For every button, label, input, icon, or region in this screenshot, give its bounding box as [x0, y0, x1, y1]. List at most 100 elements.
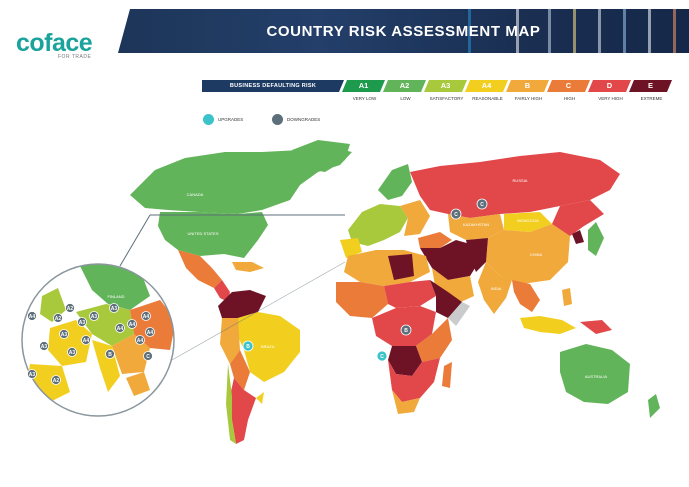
- region-central-america: [214, 280, 230, 302]
- legend-heading: BUSINESS DEFAULTING RISK: [202, 80, 344, 92]
- legend-label: SATISFACTORY: [429, 96, 464, 101]
- upgrade-dot-icon: [203, 113, 214, 125]
- inset-rating-marker: A3: [27, 369, 37, 379]
- inset-rating-marker: A3: [59, 329, 69, 339]
- svg-text:A4: A4: [117, 326, 124, 332]
- label-russia: RUSSIA: [513, 178, 528, 183]
- region-india: [478, 262, 512, 314]
- svg-text:A3: A3: [91, 314, 98, 320]
- inset-rating-marker: A3: [77, 317, 87, 327]
- region-iran-afghanistan: [466, 238, 488, 272]
- inset-rating-marker: B: [105, 349, 115, 359]
- region-middle-east: [420, 240, 480, 280]
- region-mexico: [178, 250, 222, 288]
- region-australia: [560, 344, 630, 404]
- downgrades-key: DOWNGRADES: [272, 113, 320, 125]
- inset-connector-line: [171, 261, 346, 361]
- inset-greece: [126, 372, 150, 396]
- svg-text:A4: A4: [143, 314, 150, 320]
- legend-level-c: C: [547, 80, 590, 92]
- label-kazakhstan: KAZAKHSTAN: [463, 222, 489, 227]
- region-scandinavia: [378, 164, 412, 200]
- svg-text:A4: A4: [29, 314, 36, 320]
- region-north-korea: [572, 230, 584, 244]
- legend-code: A2: [399, 81, 410, 90]
- region-indonesia: [520, 316, 576, 334]
- inset-rating-marker: A4: [115, 323, 125, 333]
- legend-code: D: [606, 81, 613, 90]
- inset-rating-marker: A2: [65, 303, 75, 313]
- label-canada: CANADA: [187, 192, 204, 197]
- region-west-africa: [336, 282, 388, 318]
- legend-label: VERY HIGH: [598, 96, 623, 101]
- inset-rating-marker: A2: [53, 313, 63, 323]
- upgrades-key: UPGRADES: [203, 113, 243, 125]
- svg-text:A2: A2: [53, 378, 60, 384]
- region-mongolia: [504, 212, 552, 232]
- svg-text:C: C: [454, 212, 458, 218]
- region-new-zealand: [648, 394, 660, 418]
- region-southern-africa: [388, 358, 440, 402]
- region-china: [486, 224, 570, 284]
- svg-text:A4: A4: [83, 338, 90, 344]
- region-bolivia-paraguay: [230, 350, 250, 390]
- legend-level-a2: A2: [383, 80, 426, 92]
- svg-text:A3: A3: [79, 320, 86, 326]
- region-philippines: [562, 288, 572, 306]
- legend-code: A3: [440, 81, 451, 90]
- svg-text:A3: A3: [29, 372, 36, 378]
- svg-text:A3: A3: [61, 332, 68, 338]
- region-western-europe: [348, 204, 408, 246]
- label-china: CHINA: [530, 252, 543, 257]
- europe-inset-border: [21, 263, 175, 417]
- coface-logo: coface FOR TRADE: [14, 30, 110, 64]
- legend-level-a1: A1: [342, 80, 385, 92]
- downgrade-dot-icon: [272, 113, 283, 125]
- region-kazakhstan: [448, 214, 504, 240]
- legend-code: E: [647, 81, 653, 90]
- inset-rating-marker: A4: [135, 335, 145, 345]
- svg-text:A3: A3: [111, 306, 118, 312]
- region-north-africa: [344, 250, 430, 286]
- legend-level-a3: A3: [424, 80, 467, 92]
- region-greenland: [292, 140, 350, 172]
- label-finland: FINLAND: [107, 294, 124, 299]
- label-australia: AUSTRALIA: [585, 374, 608, 379]
- downgrade-marker-east-africa: B: [400, 324, 412, 336]
- upgrades-label: UPGRADES: [218, 116, 244, 122]
- region-south-africa: [392, 390, 420, 414]
- region-caribbean: [232, 262, 264, 272]
- upgrade-marker-brazil: B: [242, 340, 254, 352]
- inset-rating-marker: A4: [145, 327, 155, 337]
- inset-france: [48, 320, 92, 366]
- svg-text:A2: A2: [67, 306, 74, 312]
- downgrade-marker-kazakhstan: C: [476, 198, 488, 210]
- svg-text:C: C: [380, 354, 384, 360]
- region-congo: [388, 346, 422, 376]
- svg-text:B: B: [404, 328, 408, 334]
- region-southeast-asia: [512, 280, 540, 312]
- legend-label: LOW: [400, 96, 411, 101]
- downgrade-marker-central-asia: C: [450, 208, 462, 220]
- legend-code: A4: [481, 81, 492, 90]
- inset-scandinavia: [80, 264, 150, 310]
- inset-rating-marker: A4: [81, 335, 91, 345]
- legend-code: A1: [358, 81, 369, 90]
- legend-label: FAIRLY HIGH: [514, 96, 543, 101]
- region-chile: [226, 364, 236, 444]
- svg-text:A4: A4: [147, 330, 154, 336]
- svg-text:B: B: [246, 344, 250, 350]
- region-somalia-edge: [448, 302, 470, 326]
- svg-text:A4: A4: [137, 338, 144, 344]
- inset-rating-marker: A3: [39, 341, 49, 351]
- svg-text:A2: A2: [55, 316, 62, 322]
- svg-text:A3: A3: [41, 344, 48, 350]
- inset-rating-marker: A3: [89, 311, 99, 321]
- legend-label: VERY LOW: [352, 96, 377, 101]
- downgrades-label: DOWNGRADES: [287, 116, 321, 122]
- page-title: COUNTRY RISK ASSESSMENT MAP: [266, 23, 541, 40]
- region-madagascar: [442, 362, 452, 388]
- svg-text:A4: A4: [129, 322, 136, 328]
- inset-rating-marker: A3: [109, 303, 119, 313]
